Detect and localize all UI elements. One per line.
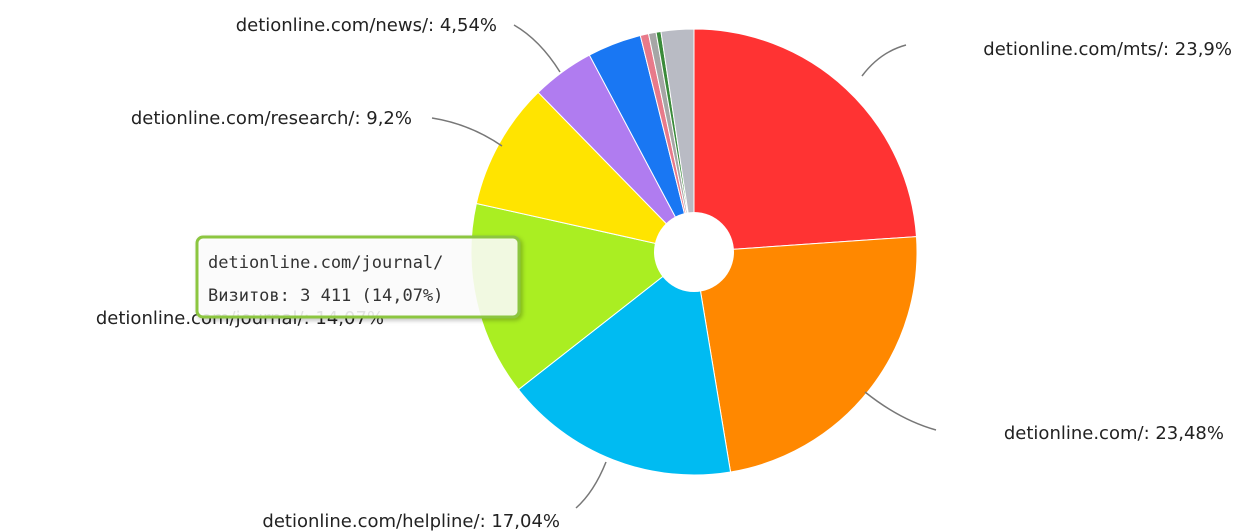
leader-line-1 (864, 391, 937, 431)
tooltip-line2: Визитов: 3 411 (14,07%) (208, 286, 443, 306)
donut-hole (654, 212, 734, 292)
slice-label-5: detionline.com/news/: 4,54% (236, 15, 497, 36)
tooltip-line1: detionline.com/journal/ (208, 253, 443, 273)
pie-slice-1[interactable] (693, 236, 918, 473)
slice-label-4: detionline.com/research/: 9,2% (131, 108, 412, 129)
slice-label-2: detionline.com/helpline/: 17,04% (262, 511, 560, 532)
pie-slice-10[interactable] (660, 28, 695, 253)
pie-slice-2[interactable] (517, 251, 732, 476)
leader-line-0 (861, 44, 907, 77)
tooltip: detionline.com/journal/ Визитов: 3 411 (… (195, 235, 521, 319)
label-leader-lines (431, 24, 937, 509)
leader-line-2 (575, 461, 607, 509)
leader-line-4 (431, 117, 503, 147)
slice-label-1: detionline.com/: 23,48% (1004, 423, 1224, 444)
leader-line-5 (513, 24, 561, 73)
pie-slice-0[interactable] (693, 28, 918, 253)
slice-label-0: detionline.com/mts/: 23,9% (983, 39, 1232, 60)
pie-slices (470, 28, 918, 476)
tooltip-box (195, 235, 521, 319)
